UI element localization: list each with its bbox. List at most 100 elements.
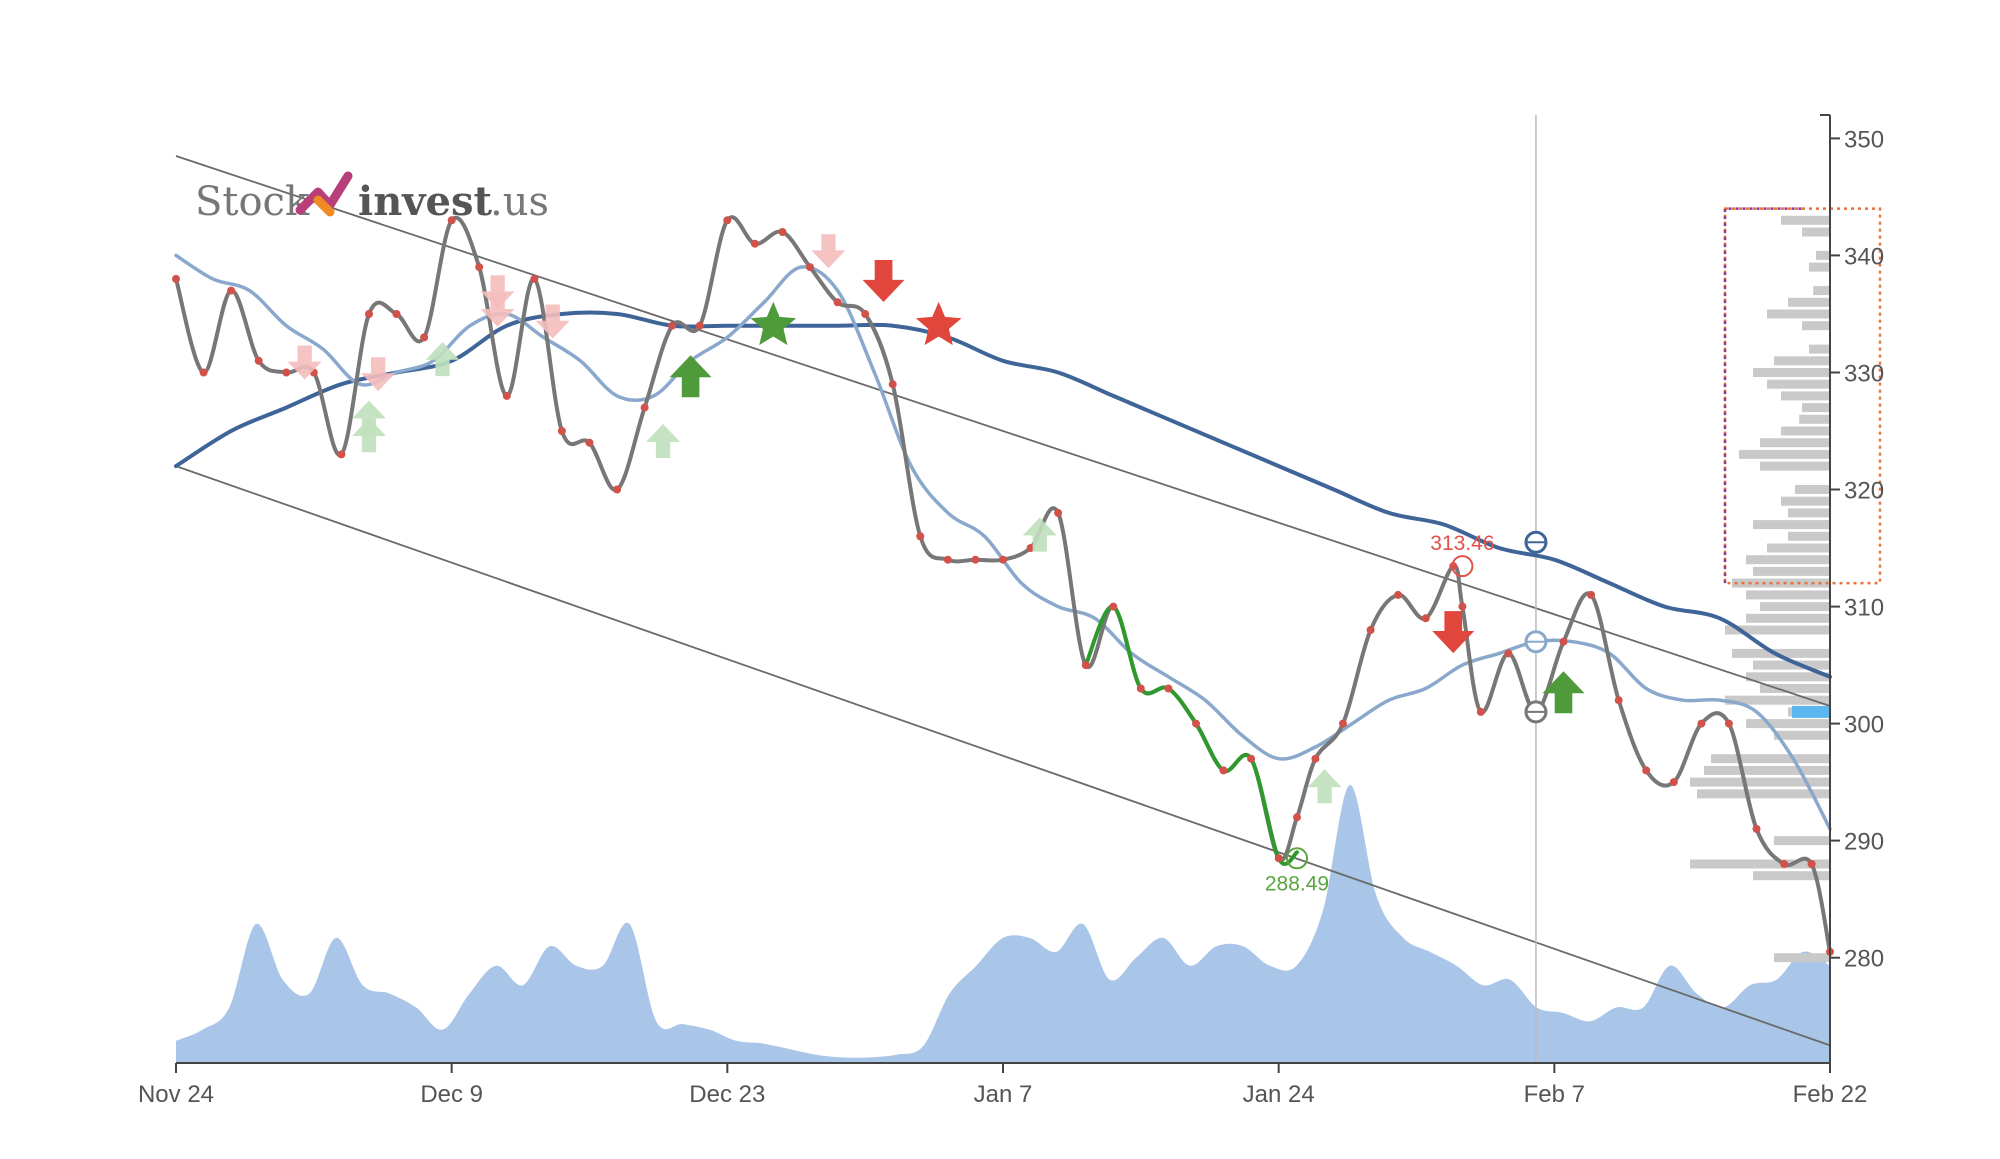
volume-profile-bar	[1788, 531, 1830, 541]
price-point	[1724, 719, 1733, 728]
price-point	[778, 228, 787, 236]
volume-profile-bar	[1774, 356, 1830, 366]
volume-profile-bar	[1767, 543, 1830, 553]
price-point	[833, 298, 842, 307]
sell-arrow-icon	[862, 260, 905, 302]
current-price-marker	[1792, 705, 1830, 718]
price-point	[971, 555, 980, 564]
price-point	[916, 532, 925, 541]
price-point	[1192, 719, 1200, 728]
markers-layer	[1524, 530, 1548, 724]
y-tick-label: 290	[1844, 829, 1884, 856]
volume-area	[176, 784, 1830, 1063]
price-point	[1752, 824, 1761, 833]
price-point	[806, 263, 814, 272]
sell-star-icon	[915, 301, 962, 346]
trend-channel-layer	[175, 155, 1831, 1047]
y-tick-label: 320	[1844, 478, 1884, 505]
volume-profile-bar	[1697, 789, 1830, 799]
stockinvest-logo: Stock invest .us	[195, 171, 549, 225]
volume-profile-bar	[1802, 321, 1830, 331]
price-point	[172, 274, 180, 283]
x-tick-label: Nov 24	[138, 1081, 214, 1108]
sell-arrow-faint-icon	[811, 234, 846, 269]
price-point	[1136, 684, 1145, 693]
price-point	[392, 310, 401, 318]
price-point	[1109, 602, 1118, 611]
x-tick-label: Dec 9	[420, 1081, 483, 1108]
price-point	[723, 216, 732, 225]
volume-profile-bar	[1746, 555, 1830, 565]
annotations-layer: 313.46 288.49	[1265, 532, 1495, 895]
price-point	[1642, 766, 1651, 775]
price-point	[365, 310, 373, 318]
volume-profile-bar	[1781, 496, 1830, 506]
volume-profile-bar	[1760, 684, 1830, 693]
y-tick-label: 300	[1844, 712, 1884, 739]
price-point	[475, 263, 484, 272]
price-point	[1339, 719, 1347, 728]
volume-profile-bar	[1781, 426, 1830, 436]
x-tick-label: Jan 7	[974, 1081, 1033, 1108]
y-tick-label: 280	[1844, 946, 1884, 973]
volume-profile-bar	[1739, 449, 1830, 459]
volume-profile-bar	[1760, 461, 1830, 471]
volume-profile-bar	[1788, 297, 1830, 307]
volume-profile-layer	[1690, 207, 1882, 963]
volume-profile-bar	[1774, 730, 1830, 740]
price-point	[640, 403, 649, 412]
y-tick-label: 330	[1844, 361, 1884, 388]
price-point	[1311, 754, 1320, 763]
trend-line	[175, 465, 1831, 1047]
logo-text-domain: .us	[490, 179, 549, 225]
price-point	[695, 321, 704, 330]
volume-profile-bar	[1725, 695, 1830, 705]
buy-arrow-icon	[669, 355, 712, 398]
high-point-label: 313.46	[1430, 532, 1494, 555]
y-tick-label: 340	[1844, 243, 1884, 270]
signals-layer	[287, 234, 1585, 804]
sell-arrow-icon	[1432, 611, 1475, 654]
low-point-label: 288.49	[1265, 872, 1329, 895]
price-point	[1697, 719, 1706, 728]
price-point	[1669, 778, 1678, 787]
low-point-marker	[1286, 847, 1308, 870]
price-point	[861, 310, 870, 318]
price-point	[199, 368, 208, 377]
price-line	[174, 215, 1832, 954]
price-point	[1054, 508, 1063, 517]
long-average-line	[174, 310, 1832, 679]
volume-profile-bar	[1781, 391, 1830, 401]
x-tick-label: Dec 23	[689, 1081, 765, 1108]
volume-profile-bar	[1753, 566, 1830, 576]
buy-arrow-faint-icon	[1307, 769, 1342, 804]
volume-profile-bar	[1753, 368, 1830, 377]
price-series-layer	[172, 215, 1834, 956]
price-point	[282, 368, 291, 377]
price-point	[1780, 860, 1789, 868]
buy-arrow-icon	[1542, 671, 1585, 714]
volume-profile-bar	[1767, 309, 1830, 319]
buy-arrow-faint-icon	[352, 418, 386, 453]
price-point	[1164, 684, 1173, 693]
buy-arrow-faint-icon	[1022, 517, 1057, 552]
volume-profile-bar	[1760, 438, 1830, 448]
volume-profile-bar	[1809, 344, 1830, 354]
price-point	[1587, 590, 1596, 599]
volume-profile-bar	[1774, 953, 1830, 963]
volume-profile-bar	[1725, 625, 1830, 635]
buy-arrow-faint-icon	[352, 400, 386, 435]
price-point	[1476, 707, 1485, 716]
buy-arrow-faint-icon	[425, 342, 460, 377]
price-point	[1274, 854, 1283, 863]
volume-profile-bar	[1746, 672, 1830, 682]
price-point	[1504, 649, 1513, 658]
price-point	[1081, 661, 1090, 670]
axes-layer: Nov 24 Dec 9 Dec 23 Jan 7 Jan 24 Feb 7 Feb 22 2…	[138, 114, 1884, 1108]
volume-profile-bar	[1690, 777, 1830, 787]
x-tick-label: Feb 7	[1524, 1081, 1585, 1108]
y-tick-label: 310	[1844, 595, 1884, 622]
volume-profile-bar	[1816, 250, 1830, 260]
volume-profile-bar	[1802, 403, 1830, 413]
